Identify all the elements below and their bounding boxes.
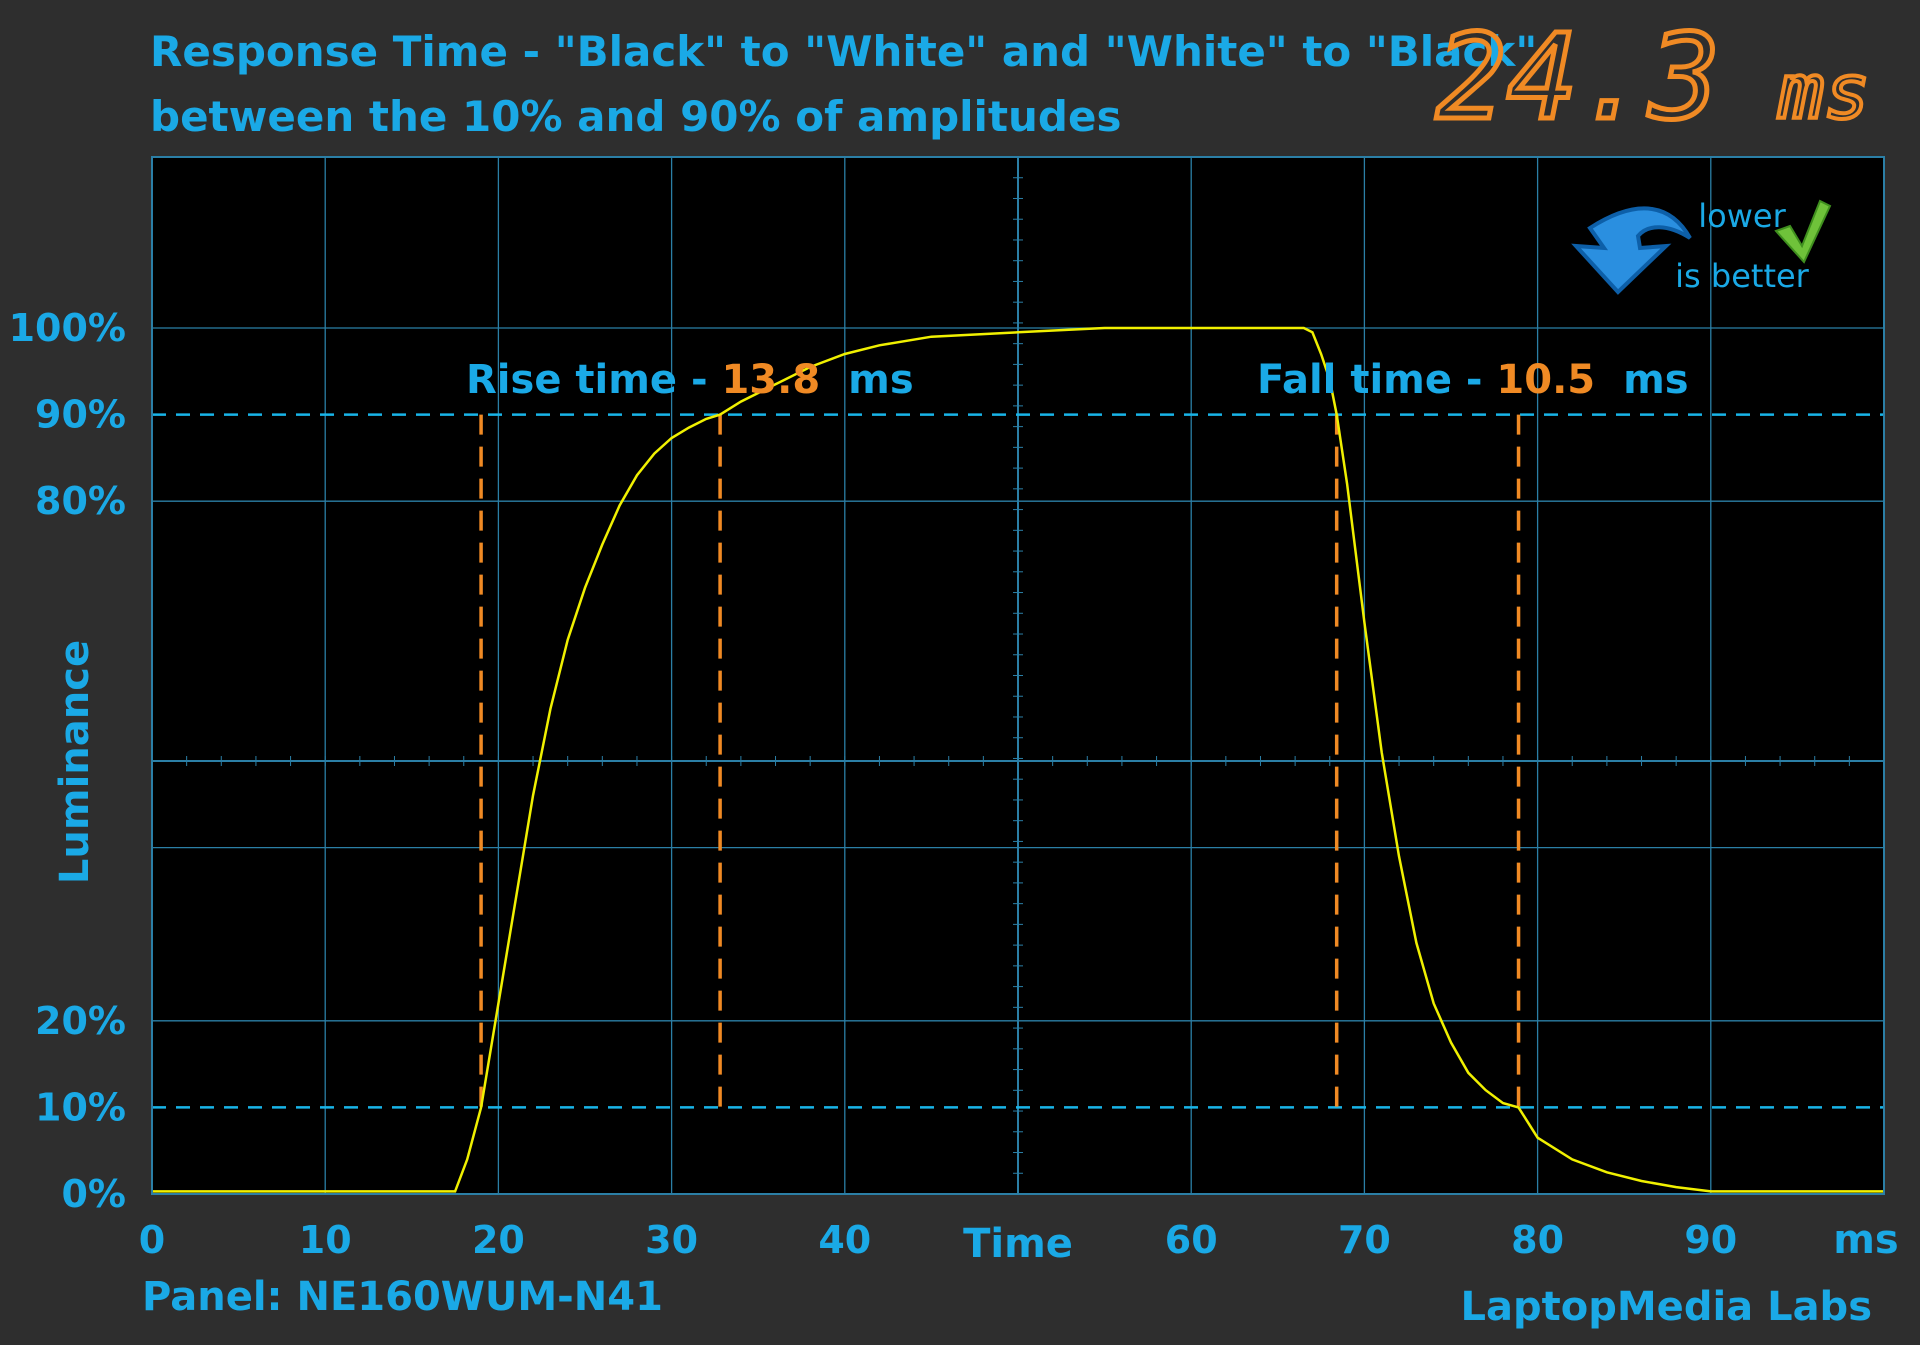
y-tick-label: 10% bbox=[35, 1085, 126, 1129]
total-response-value: 24.3 bbox=[1436, 8, 1720, 146]
x-tick-label: 30 bbox=[645, 1218, 698, 1262]
x-tick-label: 40 bbox=[818, 1218, 871, 1262]
y-tick-label: 80% bbox=[35, 479, 126, 523]
total-response-unit: ms bbox=[1777, 47, 1870, 136]
rise-time-value: 13.8 bbox=[721, 357, 820, 403]
x-tick-label: 80 bbox=[1511, 1218, 1564, 1262]
chart-subtitle: between the 10% and 90% of amplitudes bbox=[150, 92, 1121, 141]
plot-frame bbox=[151, 156, 1885, 1195]
y-tick-label: 90% bbox=[35, 393, 126, 437]
x-tick-label: 90 bbox=[1684, 1218, 1737, 1262]
y-tick-label: 100% bbox=[9, 306, 126, 350]
checkmark-icon bbox=[1774, 199, 1832, 264]
fall-time-annotation: Fall time - 10.5 ms bbox=[1257, 357, 1689, 403]
x-axis-unit: ms bbox=[1833, 1217, 1899, 1263]
y-axis-label: Luminance bbox=[52, 640, 98, 884]
x-tick-label: 60 bbox=[1165, 1218, 1218, 1262]
badge-line2: is better bbox=[1675, 257, 1810, 295]
grid-lines bbox=[151, 156, 1885, 1195]
y-tick-label: 0% bbox=[61, 1172, 126, 1216]
rise-time-unit: ms bbox=[848, 357, 914, 403]
down-arrow-icon bbox=[1571, 206, 1692, 295]
chart-title: Response Time - "Black" to "White" and "… bbox=[150, 27, 1537, 76]
fall-time-unit: ms bbox=[1623, 357, 1689, 403]
x-tick-label: 0 bbox=[139, 1218, 165, 1262]
rise-time-annotation: Rise time - 13.8 ms bbox=[466, 357, 914, 403]
y-tick-labels: 0% 10% 20% 80% 90% 100% bbox=[9, 306, 126, 1216]
x-tick-label: 10 bbox=[299, 1218, 352, 1262]
x-tick-label: 20 bbox=[472, 1218, 525, 1262]
luminance-trace bbox=[152, 326, 1884, 1193]
fall-time-value: 10.5 bbox=[1496, 357, 1595, 403]
x-axis-label: Time bbox=[963, 1221, 1073, 1267]
x-tick-labels: 0 10 20 30 40 60 70 80 90 bbox=[139, 1218, 1737, 1262]
lower-is-better-badge: lower is better bbox=[1571, 197, 1832, 295]
rise-time-label: Rise time - bbox=[466, 357, 721, 403]
x-tick-label: 70 bbox=[1338, 1218, 1391, 1262]
panel-label: Panel: NE160WUM-N41 bbox=[142, 1274, 663, 1320]
badge-line1: lower bbox=[1698, 197, 1786, 235]
threshold-lines bbox=[152, 413, 1884, 1109]
y-tick-label: 20% bbox=[35, 999, 126, 1043]
fall-time-label: Fall time - bbox=[1257, 357, 1496, 403]
timing-markers bbox=[479, 414, 1521, 1108]
credit-label: LaptopMedia Labs bbox=[1461, 1284, 1872, 1330]
